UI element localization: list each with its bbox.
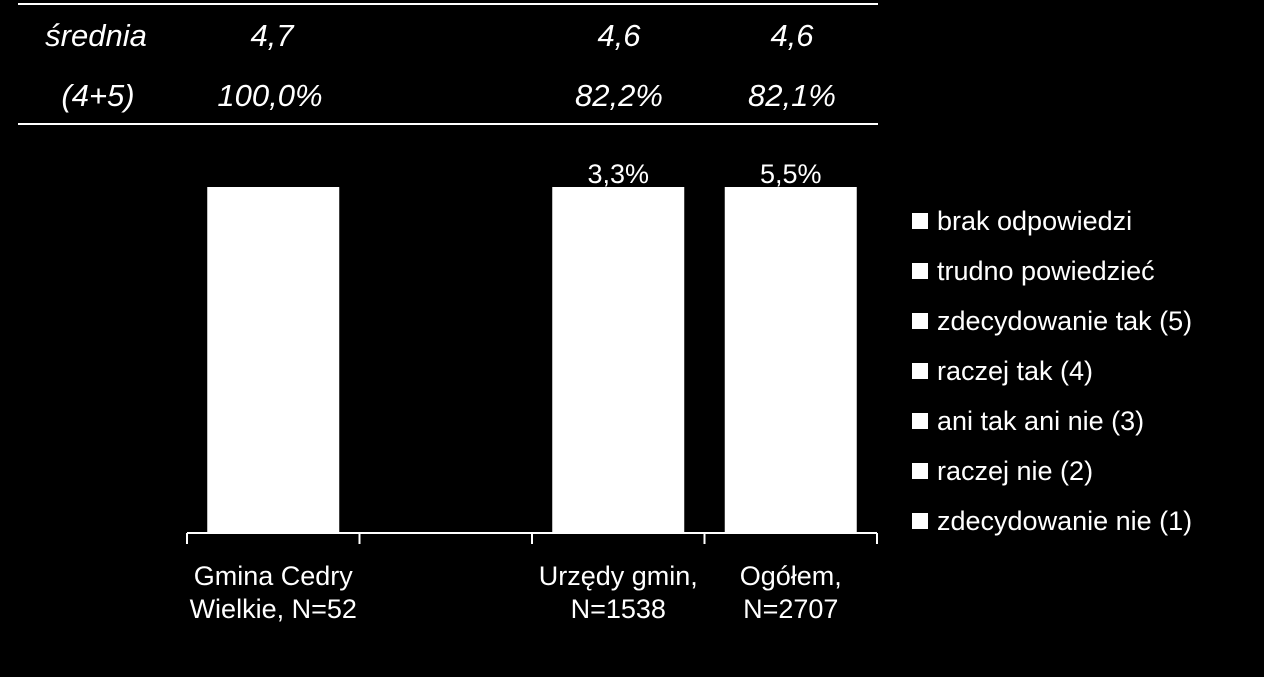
bar	[552, 187, 685, 533]
legend-item: zdecydowanie tak (5)	[912, 296, 1192, 346]
legend-item: trudno powiedzieć	[912, 246, 1192, 296]
x-tick-label: Urzędy gmin, N=1538	[538, 561, 698, 624]
stats-value: 4,6	[597, 18, 641, 53]
legend-label: ani tak ani nie (3)	[937, 405, 1145, 436]
legend-item: ani tak ani nie (3)	[912, 396, 1192, 446]
stats-value: 82,2%	[575, 78, 663, 113]
legend-label: zdecydowanie tak (5)	[937, 305, 1193, 336]
legend-swatch	[912, 363, 928, 379]
x-tick-label: Gmina Cedry Wielkie, N=52	[189, 561, 357, 624]
legend-swatch	[912, 513, 928, 529]
stats-row-label: średnia	[45, 18, 147, 53]
stats-value: 4,7	[250, 18, 294, 53]
stacked-bar-chart: 0,1%3,3%0,3%5,5%	[0, 159, 880, 677]
legend-label: raczej tak (4)	[937, 355, 1094, 386]
stats-row-mean: średnia 4,7 4,6 4,6	[0, 18, 880, 68]
stats-row-label: (4+5)	[61, 78, 135, 113]
legend-swatch	[912, 463, 928, 479]
plot-area-clip	[0, 534, 880, 677]
x-tick-label: Ogółem, N=2707	[739, 561, 842, 624]
legend-item: brak odpowiedzi	[912, 196, 1192, 246]
legend-label: brak odpowiedzi	[937, 205, 1133, 236]
stats-row-share: (4+5) 100,0% 82,2% 82,1%	[0, 78, 880, 128]
bar	[207, 187, 340, 533]
legend-swatch	[912, 213, 928, 229]
table-bottom-rule	[18, 123, 878, 125]
legend-label: zdecydowanie nie (1)	[937, 505, 1193, 536]
stats-value: 82,1%	[748, 78, 836, 113]
legend-label: raczej nie (2)	[937, 455, 1094, 486]
chart-legend: brak odpowiedzi trudno powiedzieć zdecyd…	[912, 196, 1192, 546]
data-label: 3,3%	[587, 159, 649, 189]
legend-item: raczej tak (4)	[912, 346, 1192, 396]
bar	[724, 187, 857, 533]
table-top-rule	[18, 3, 878, 5]
legend-item: raczej nie (2)	[912, 446, 1192, 496]
legend-swatch	[912, 313, 928, 329]
stats-value: 100,0%	[217, 78, 323, 113]
legend-label: trudno powiedzieć	[937, 255, 1155, 286]
data-label: 5,5%	[760, 159, 822, 189]
legend-swatch	[912, 413, 928, 429]
legend-item: zdecydowanie nie (1)	[912, 496, 1192, 546]
legend-swatch	[912, 263, 928, 279]
stats-value: 4,6	[770, 18, 814, 53]
